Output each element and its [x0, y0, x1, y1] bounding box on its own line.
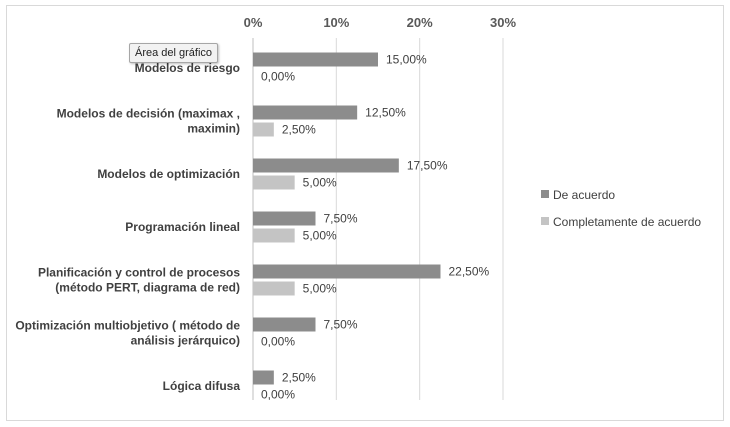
data-label: 0,00% — [261, 388, 295, 402]
chart-area[interactable] — [6, 5, 724, 421]
data-label: 15,00% — [386, 53, 427, 67]
category-label: Planificación y control de procesos — [38, 266, 240, 280]
data-label: 2,50% — [282, 123, 316, 137]
data-label: 5,00% — [303, 176, 337, 190]
bar — [253, 158, 399, 173]
bar — [253, 317, 316, 332]
data-label: 5,00% — [303, 282, 337, 296]
data-label: 12,50% — [365, 106, 406, 120]
x-tick-label: 20% — [407, 15, 433, 30]
data-label: 5,00% — [303, 229, 337, 243]
data-label: 17,50% — [407, 159, 448, 173]
legend-swatch — [541, 190, 549, 198]
category-label: Programación lineal — [125, 220, 240, 234]
bar — [253, 264, 441, 279]
data-label: 7,50% — [324, 212, 358, 226]
bar — [253, 122, 274, 137]
bar — [253, 370, 274, 385]
x-tick-label: 0% — [244, 15, 263, 30]
category-label: Lógica difusa — [163, 379, 241, 393]
x-tick-label: 10% — [323, 15, 349, 30]
bar — [253, 281, 295, 296]
bar — [253, 105, 358, 120]
bar — [253, 211, 316, 226]
category-label: Modelos de riesgo — [135, 61, 240, 75]
data-label: 0,00% — [261, 335, 295, 349]
category-label: Modelos de optimización — [97, 167, 240, 181]
data-label: 0,00% — [261, 70, 295, 84]
legend-label: De acuerdo — [553, 188, 615, 202]
bar — [253, 175, 295, 190]
legend-swatch — [541, 217, 549, 225]
category-label: (método PERT, diagrama de red) — [55, 281, 240, 295]
data-label: 7,50% — [324, 318, 358, 332]
data-label: 22,50% — [449, 265, 490, 279]
bar — [253, 52, 378, 67]
category-label: Modelos de decisión (maximax , — [57, 107, 240, 121]
data-label: 2,50% — [282, 371, 316, 385]
x-tick-label: 30% — [490, 15, 516, 30]
category-label: Optimización multiobjetivo ( método de — [15, 319, 240, 333]
category-label: maximin) — [187, 122, 240, 136]
bar — [253, 228, 295, 243]
legend-label: Completamente de acuerdo — [553, 215, 701, 229]
chart-area-tooltip: Área del gráfico — [129, 43, 219, 63]
category-label: análisis jerárquico) — [131, 334, 240, 348]
